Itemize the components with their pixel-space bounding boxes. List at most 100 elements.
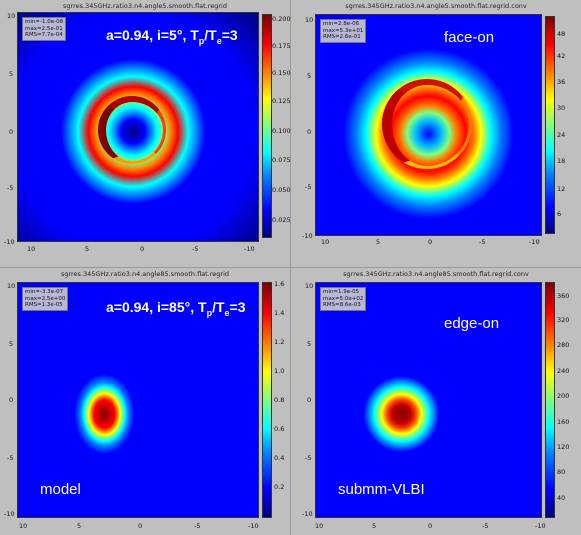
cbar-tick: 0.4: [274, 454, 285, 462]
x-tick: -10: [529, 238, 540, 246]
y-tick: 0: [9, 396, 14, 404]
x-tick: 5: [85, 245, 90, 253]
x-tick: 5: [376, 238, 381, 246]
stat-max: max=2.5e-01: [25, 25, 63, 32]
y-tick: -5: [305, 183, 312, 191]
param-text-mid: /T: [204, 27, 217, 43]
param-text: a=0.94, i=5°, T: [106, 27, 199, 43]
panel-top-right: sgrres.345GHz.ratio3.n4.angle5.smooth.fl…: [291, 0, 581, 267]
stat-max: max=5.3e+01: [323, 27, 364, 34]
cbar-tick: 0.2: [274, 483, 285, 491]
stat-min: min=-1.0e-08: [25, 19, 64, 25]
cbar-tick: 240: [557, 367, 570, 375]
panel-title: sgrres.345GHz.ratio3.n4.angle5.smooth.fl…: [345, 2, 527, 10]
y-tick: 10: [7, 12, 16, 20]
stat-rms: RMS=8.6e-03: [323, 302, 361, 308]
panel-title: sgrres.345GHz.ratio3.n4.angle85.smooth.f…: [343, 270, 529, 278]
cbar-tick: 48: [557, 30, 566, 38]
y-tick: 0: [9, 128, 14, 136]
parameter-label: a=0.94, i=5°, Tp/Te=3: [106, 27, 238, 46]
param-sub-e: e: [216, 35, 222, 46]
panel-title: sgrres.345GHz.ratio3.n4.angle85.smooth.f…: [60, 270, 230, 278]
stats-box: min=2.8e-06 max=5.3e+01 RMS=2.6e-01: [320, 19, 367, 43]
cbar-tick: 200: [557, 392, 570, 400]
stat-rms: RMS=7.7e-04: [25, 32, 63, 38]
colorbar: [545, 16, 555, 234]
x-tick: 0: [428, 522, 433, 530]
param-text-end: =3: [229, 299, 246, 315]
y-tick: 0: [307, 396, 312, 404]
x-tick: 10: [315, 522, 324, 530]
cbar-tick: 1.0: [274, 367, 285, 375]
x-tick: -5: [192, 245, 199, 253]
cbar-tick: 36: [557, 78, 566, 86]
cbar-tick: 42: [557, 52, 566, 60]
y-tick: 5: [9, 70, 14, 78]
cbar-tick: 0.125: [272, 97, 291, 105]
cbar-tick: 40: [557, 494, 566, 502]
emission-ring: [382, 79, 472, 169]
x-tick: 10: [321, 238, 330, 246]
cbar-tick: 0.150: [272, 69, 291, 77]
cbar-tick: 1.2: [274, 338, 285, 346]
x-tick: -5: [482, 522, 489, 530]
stats-box: min=-1.0e-08 max=2.5e-01 RMS=7.7e-04: [22, 17, 67, 41]
x-tick: 0: [138, 522, 143, 530]
model-image-face-on: min=-1.0e-08 max=2.5e-01 RMS=7.7e-04 a=0…: [17, 12, 259, 242]
cbar-tick: 0.025: [272, 216, 291, 224]
emission-ring: [98, 96, 166, 164]
cbar-tick: 80: [557, 468, 566, 476]
y-tick: -10: [4, 510, 15, 518]
stats-box: min=1.9e-05 max=5.0e+02 RMS=8.6e-03: [320, 287, 367, 311]
y-tick: 5: [307, 72, 312, 80]
x-tick: 0: [140, 245, 145, 253]
panel-bottom-left: sgrres.345GHz.ratio3.n4.angle85.smooth.f…: [0, 268, 290, 535]
x-tick: 10: [19, 522, 28, 530]
cbar-tick: 6: [557, 210, 562, 218]
convolved-image-face-on: min=2.8e-06 max=5.3e+01 RMS=2.6e-01 face…: [315, 14, 542, 236]
cbar-tick: 1.4: [274, 309, 285, 317]
y-tick: 5: [307, 340, 312, 348]
stats-box: min=-3.3e-07 max=2.5e+00 RMS=1.3e-05: [22, 287, 69, 311]
param-text: a=0.94, i=85°, T: [106, 299, 207, 315]
cbar-tick: 0.8: [274, 396, 285, 404]
stat-min: min=2.8e-06: [323, 21, 360, 27]
param-sub-p: p: [206, 307, 213, 318]
colorbar: [262, 14, 272, 238]
model-label: model: [40, 481, 81, 498]
x-tick: -10: [248, 522, 259, 530]
colorbar: [262, 282, 272, 518]
y-tick: -10: [302, 510, 313, 518]
stat-min: min=-3.3e-07: [25, 289, 64, 295]
view-label: face-on: [444, 29, 495, 46]
y-tick: 10: [305, 282, 314, 290]
x-tick: 5: [372, 522, 377, 530]
parameter-label: a=0.94, i=85°, Tp/Te=3: [106, 299, 246, 318]
y-tick: -5: [7, 454, 14, 462]
cbar-tick: 120: [557, 443, 570, 451]
panel-top-left: sgrres.345GHz.ratio3.n4.angle5.smooth.fl…: [0, 0, 291, 267]
x-tick: 5: [77, 522, 82, 530]
y-tick: 0: [307, 128, 312, 136]
stat-min: min=1.9e-05: [323, 289, 360, 295]
cbar-tick: 12: [557, 185, 566, 193]
x-tick: -5: [194, 522, 201, 530]
colorbar: [545, 282, 555, 518]
stat-rms: RMS=2.6e-01: [323, 34, 361, 40]
x-tick: 10: [27, 245, 36, 253]
cbar-tick: 24: [557, 131, 566, 139]
y-tick: 10: [305, 16, 314, 24]
cbar-tick: 360: [557, 292, 570, 300]
param-text-end: =3: [221, 27, 238, 43]
x-tick: 0: [428, 238, 433, 246]
y-tick: 10: [7, 282, 16, 290]
instrument-label: submm-VLBI: [338, 481, 425, 498]
y-tick: -5: [7, 184, 14, 192]
stat-max: max=2.5e+00: [25, 295, 66, 302]
cbar-tick: 0.6: [274, 425, 285, 433]
panel-bottom-right: sgrres.345GHz.ratio3.n4.angle85.smooth.f…: [291, 268, 581, 535]
cbar-tick: 1.6: [274, 280, 285, 288]
cbar-tick: 280: [557, 341, 570, 349]
cbar-tick: 30: [557, 104, 566, 112]
param-text-mid: /T: [212, 299, 225, 315]
